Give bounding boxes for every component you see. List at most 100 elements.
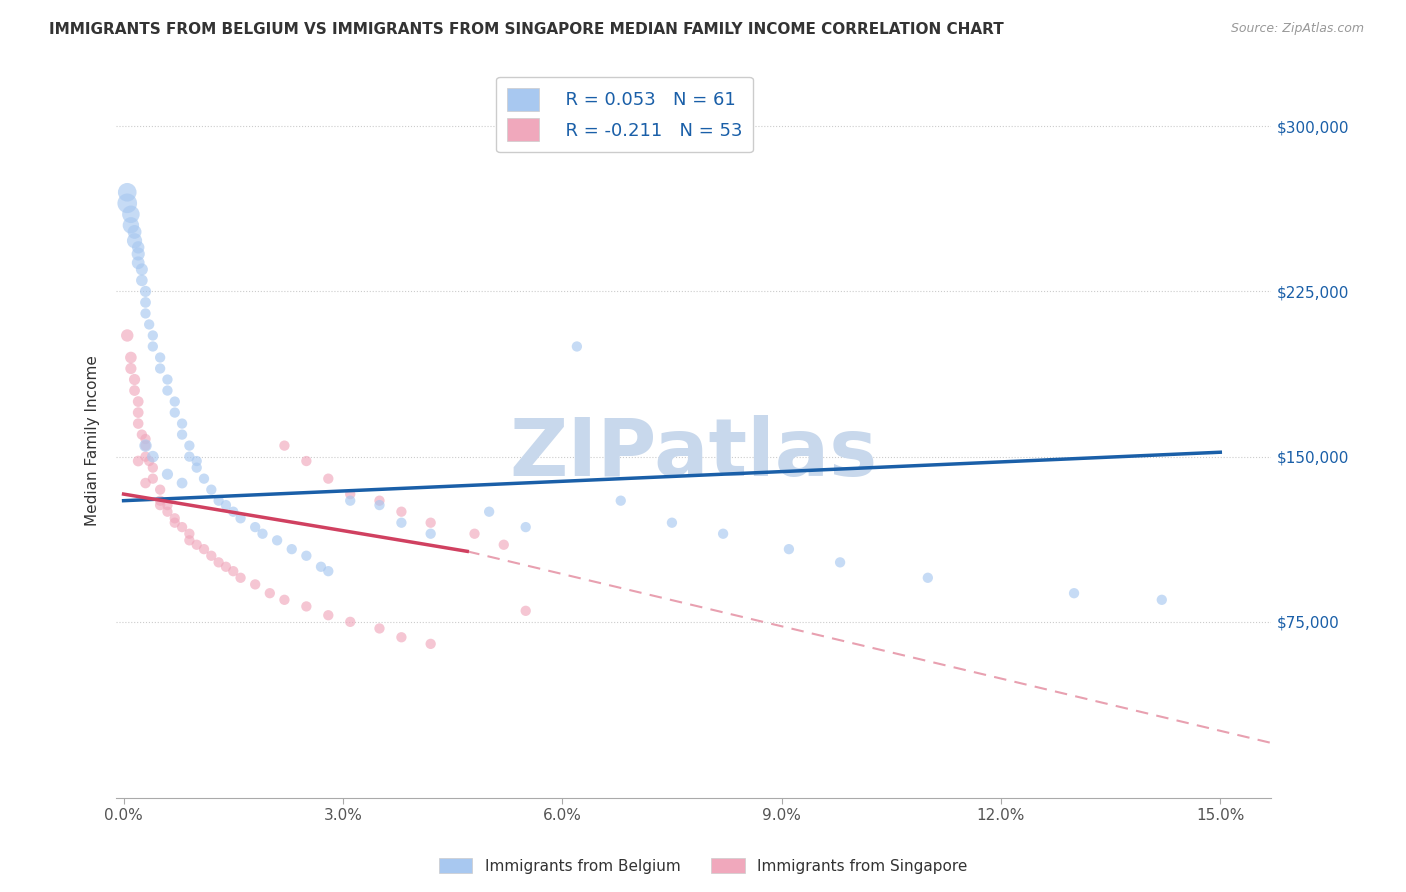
Point [149, 351, 172, 365]
Point [229, 571, 252, 585]
Point [156, 384, 179, 398]
Point [179, 533, 201, 548]
Point [316, 472, 339, 486]
Point [339, 493, 361, 508]
Y-axis label: Median Family Income: Median Family Income [86, 355, 100, 525]
Point [711, 526, 734, 541]
Point [134, 439, 156, 453]
Point [368, 493, 391, 508]
Point [142, 450, 165, 464]
Point [170, 520, 193, 534]
Text: IMMIGRANTS FROM BELGIUM VS IMMIGRANTS FROM SINGAPORE MEDIAN FAMILY INCOME CORREL: IMMIGRANTS FROM BELGIUM VS IMMIGRANTS FR… [49, 22, 1004, 37]
Point [156, 505, 179, 519]
Point [134, 306, 156, 320]
Point [515, 604, 537, 618]
Point [222, 505, 245, 519]
Point [215, 498, 238, 512]
Point [565, 339, 588, 353]
Point [156, 372, 179, 386]
Point [295, 454, 318, 468]
Point [252, 526, 274, 541]
Point [149, 493, 172, 508]
Point [120, 219, 142, 233]
Point [339, 487, 361, 501]
Point [207, 493, 229, 508]
Point [138, 318, 160, 332]
Legend:   R = 0.053   N = 61,   R = -0.211   N = 53: R = 0.053 N = 61, R = -0.211 N = 53 [496, 77, 754, 153]
Point [179, 439, 201, 453]
Point [131, 273, 153, 287]
Point [156, 498, 179, 512]
Point [259, 586, 281, 600]
Point [124, 372, 146, 386]
Point [127, 454, 149, 468]
Point [134, 450, 156, 464]
Point [186, 460, 208, 475]
Point [120, 361, 142, 376]
Point [120, 351, 142, 365]
Point [273, 592, 295, 607]
Point [368, 622, 391, 636]
Point [309, 559, 332, 574]
Point [124, 234, 146, 248]
Point [515, 520, 537, 534]
Point [115, 328, 138, 343]
Point [200, 549, 222, 563]
Point [170, 417, 193, 431]
Point [142, 460, 165, 475]
Point [222, 564, 245, 578]
Point [142, 339, 165, 353]
Point [127, 247, 149, 261]
Point [917, 571, 939, 585]
Point [193, 542, 215, 557]
Point [419, 516, 441, 530]
Point [142, 328, 165, 343]
Point [419, 637, 441, 651]
Point [229, 511, 252, 525]
Point [295, 599, 318, 614]
Point [186, 454, 208, 468]
Legend: Immigrants from Belgium, Immigrants from Singapore: Immigrants from Belgium, Immigrants from… [433, 852, 973, 880]
Point [179, 450, 201, 464]
Point [163, 516, 186, 530]
Point [280, 542, 302, 557]
Point [127, 406, 149, 420]
Point [127, 394, 149, 409]
Point [127, 256, 149, 270]
Point [316, 608, 339, 623]
Point [149, 361, 172, 376]
Point [163, 394, 186, 409]
Point [163, 511, 186, 525]
Point [391, 630, 413, 644]
Point [186, 538, 208, 552]
Point [266, 533, 288, 548]
Point [134, 432, 156, 446]
Point [207, 555, 229, 569]
Point [492, 538, 515, 552]
Point [142, 472, 165, 486]
Point [134, 295, 156, 310]
Point [120, 207, 142, 221]
Point [138, 454, 160, 468]
Point [295, 549, 318, 563]
Point [193, 472, 215, 486]
Point [339, 615, 361, 629]
Point [156, 467, 179, 482]
Point [419, 526, 441, 541]
Point [478, 505, 501, 519]
Point [200, 483, 222, 497]
Point [149, 483, 172, 497]
Point [127, 240, 149, 254]
Point [1150, 592, 1173, 607]
Point [149, 498, 172, 512]
Point [243, 520, 266, 534]
Point [661, 516, 683, 530]
Point [215, 559, 238, 574]
Point [243, 577, 266, 591]
Point [830, 555, 852, 569]
Point [179, 526, 201, 541]
Point [115, 196, 138, 211]
Point [391, 505, 413, 519]
Point [464, 526, 486, 541]
Point [124, 384, 146, 398]
